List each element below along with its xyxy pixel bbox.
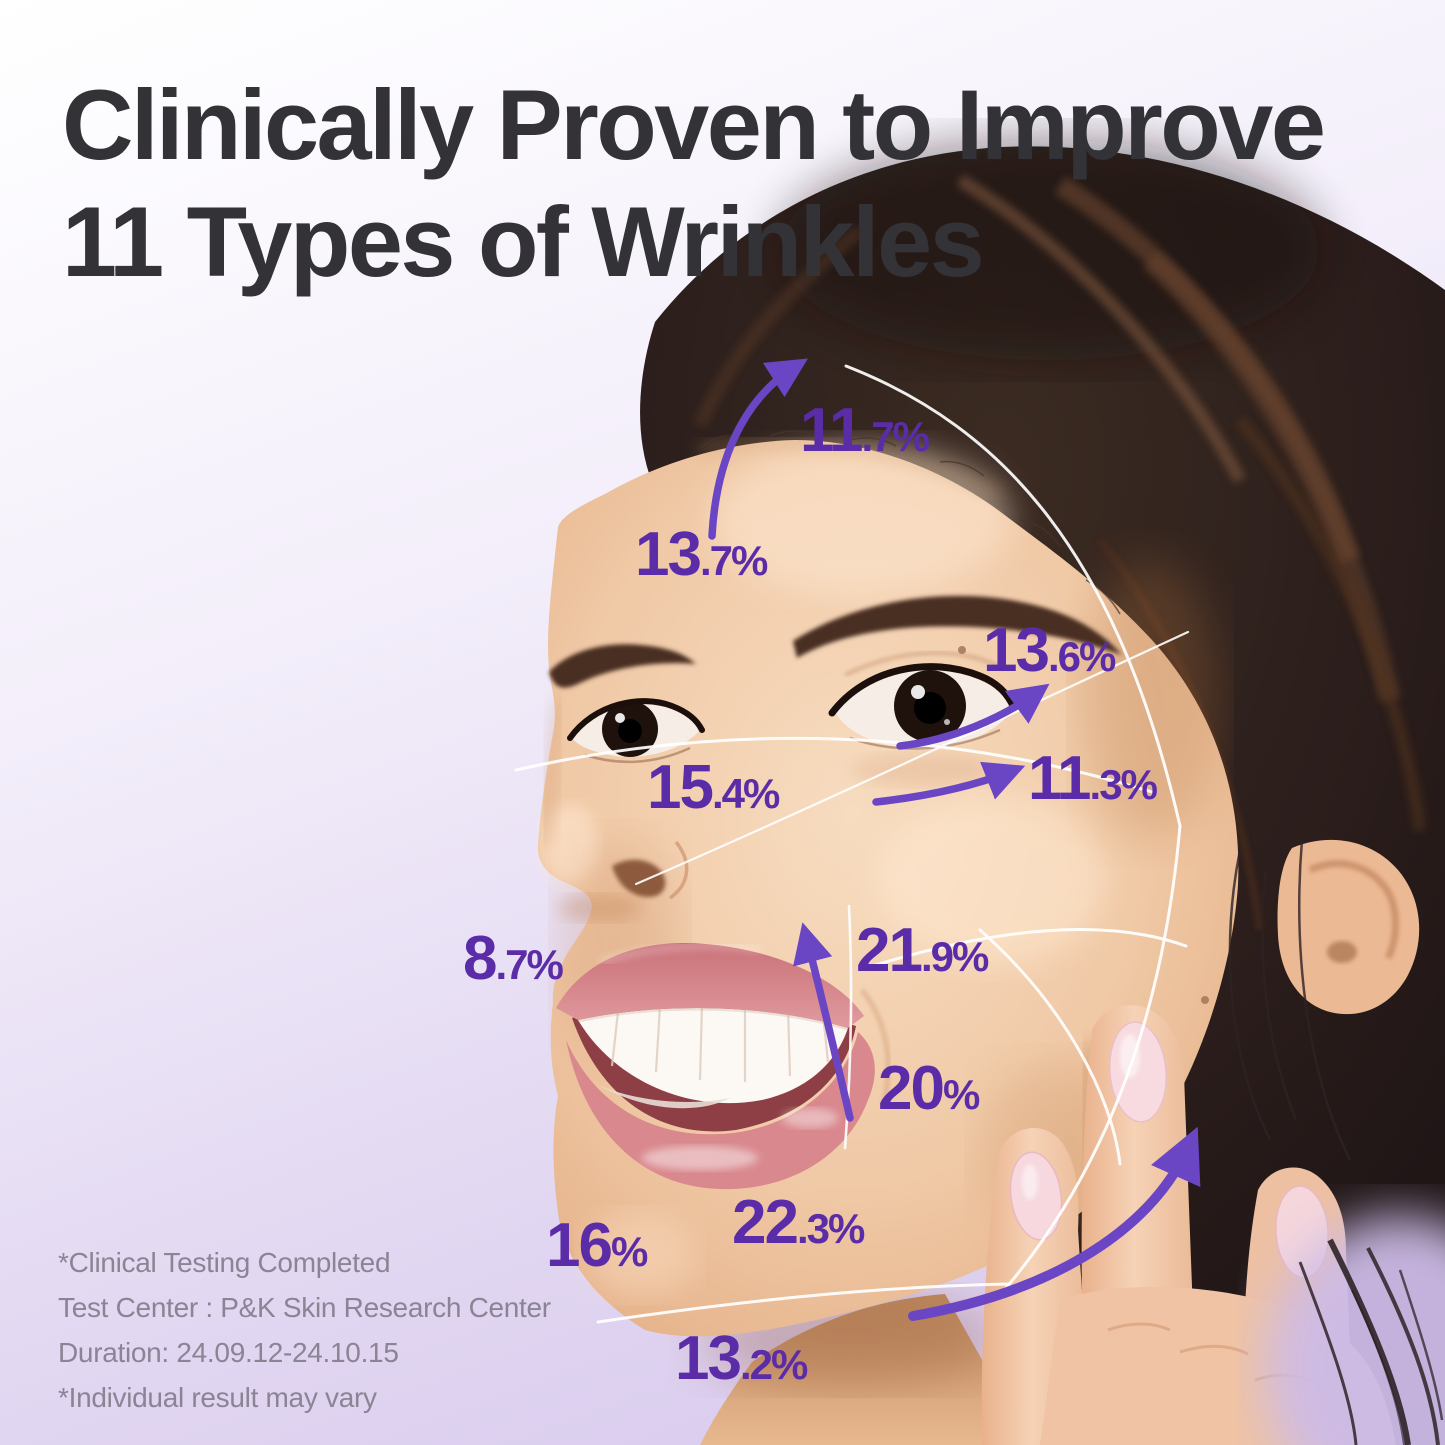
improvement-label-neckline: 13.2%: [675, 1324, 808, 1393]
footnote-test-center: Test Center : P&K Skin Research Center: [58, 1292, 551, 1323]
hair-strands: [699, 430, 1445, 1445]
lower-lip: [566, 1032, 875, 1190]
face-mapping-lines: [514, 364, 1190, 1324]
footnote-clinical-testing: *Clinical Testing Completed: [58, 1247, 391, 1278]
arrow-jawline-icon: [908, 1126, 1201, 1321]
improvement-label-forehead: 11.7%: [800, 396, 930, 465]
improvement-arrows: [708, 358, 1201, 1321]
eyebrows: [549, 595, 1122, 688]
improvement-label-lip-corner: 8.7%: [463, 924, 564, 993]
improvement-label-brow: 13.7%: [635, 520, 768, 589]
left-eye: [567, 698, 705, 764]
nose: [558, 840, 689, 921]
improvement-label-cheek: 20%: [878, 1054, 980, 1123]
ear: [1277, 839, 1420, 1015]
arrow-nasolabial-icon: [793, 922, 854, 1122]
teeth: [578, 1008, 848, 1104]
improvement-label-jawline: 22.3%: [732, 1188, 865, 1257]
upper-lip: [556, 942, 864, 1028]
improvement-label-nose-bridge: 15.4%: [647, 753, 780, 822]
page-title: Clinically Proven to Improve 11 Types of…: [62, 66, 1326, 300]
arrow-under-eye-icon: [872, 761, 1026, 806]
title-line-2: 11 Types of Wrinkles: [62, 186, 985, 297]
improvement-label-nasolabial: 21.9%: [856, 916, 989, 985]
arrow-forehead-icon: [708, 358, 808, 540]
title-line-1: Clinically Proven to Improve: [62, 69, 1326, 180]
footnote-duration: Duration: 24.09.12-24.10.15: [58, 1337, 399, 1368]
improvement-label-chin: 16%: [546, 1211, 648, 1280]
arrow-eye-corner-icon: [896, 683, 1050, 750]
footnote-disclaimer: *Individual result may vary: [58, 1382, 377, 1413]
mouth: [556, 942, 891, 1190]
improvement-label-eye-corner: 13.6%: [983, 616, 1116, 685]
improvement-label-under-eye: 11.3%: [1028, 744, 1158, 813]
footnotes: *Clinical Testing Completed Test Center …: [58, 1240, 551, 1420]
